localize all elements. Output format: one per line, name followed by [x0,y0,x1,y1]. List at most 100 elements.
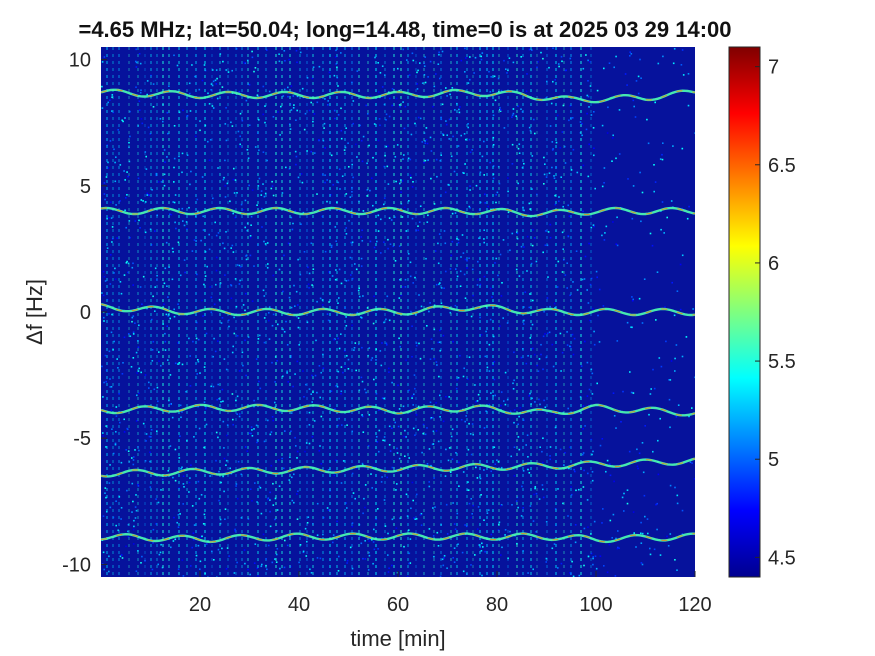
noise-speck [236,192,238,194]
noise-speck [517,506,519,509]
noise-speck [293,501,295,504]
noise-speck [500,404,502,407]
noise-speck [579,396,582,398]
noise-speck [593,147,595,150]
noise-speck [318,139,320,141]
noise-speck [636,465,639,468]
noise-speck [113,452,115,455]
noise-speck [492,136,495,139]
noise-speck [371,487,373,489]
noise-speck [137,483,139,486]
noise-speck [653,548,656,551]
noise-speck [523,162,525,165]
noise-speck [557,567,559,569]
noise-speck [518,275,521,277]
noise-speck [150,436,152,438]
noise-speck [173,181,175,183]
noise-speck [490,76,492,78]
noise-speck [414,518,416,520]
noise-speck [462,375,465,378]
noise-speck [453,561,456,563]
noise-speck [450,435,453,438]
noise-speck [244,309,246,312]
noise-speck [132,456,135,458]
noise-speck [587,59,589,62]
noise-speck [386,344,388,346]
noise-speck [464,524,466,526]
noise-speck [383,499,386,501]
noise-speck [120,554,123,556]
noise-speck [347,142,349,144]
noise-speck [589,61,591,63]
noise-speck [566,287,568,289]
noise-speck [476,477,479,479]
noise-speck [148,387,150,389]
noise-speck [504,403,507,406]
noise-speck [537,61,539,63]
noise-speck [469,189,471,191]
noise-speck [641,563,644,566]
noise-speck [395,527,398,529]
noise-speck [590,368,593,371]
noise-speck [542,496,545,499]
noise-speck [167,359,169,361]
noise-speck [470,453,473,456]
noise-speck [156,386,159,389]
noise-speck [215,234,218,237]
noise-speck [148,435,151,438]
noise-speck [360,236,363,238]
noise-speck [253,70,255,73]
noise-speck [137,550,139,552]
noise-speck [151,189,153,191]
noise-speck [415,229,417,232]
noise-speck [349,256,352,259]
noise-speck [212,107,215,109]
noise-speck [564,162,567,164]
noise-speck [648,413,650,416]
noise-speck [588,388,591,391]
colorbar-tick-label: 7 [768,57,779,79]
noise-speck [603,167,606,169]
noise-speck [179,404,182,407]
noise-speck [657,473,660,476]
noise-speck [590,552,593,555]
noise-speck [526,270,528,272]
noise-speck [218,397,220,400]
noise-speck [270,187,273,190]
noise-speck [603,67,605,70]
noise-speck [571,333,574,336]
noise-speck [197,360,200,363]
noise-speck [178,457,181,459]
noise-speck [324,147,326,149]
noise-speck [224,518,226,520]
noise-speck [367,113,369,115]
noise-speck [479,171,482,174]
noise-speck [513,446,516,448]
noise-speck [529,208,531,210]
noise-speck [380,218,382,221]
noise-speck [231,393,234,395]
noise-speck [263,317,266,319]
noise-speck [629,51,631,53]
noise-speck [188,206,190,209]
noise-speck [679,263,682,266]
noise-speck [413,393,415,396]
noise-speck [637,92,640,95]
noise-speck [105,380,107,383]
noise-speck [404,206,406,209]
noise-speck [355,268,358,271]
noise-speck [478,209,480,211]
noise-speck [566,331,568,333]
noise-speck [158,553,161,556]
noise-speck [540,51,542,54]
noise-speck [224,159,226,162]
noise-speck [290,85,293,87]
noise-speck [222,60,224,63]
noise-speck [592,556,594,558]
noise-speck [595,567,598,570]
noise-speck [396,483,398,485]
noise-speck [151,349,154,351]
noise-speck [409,261,412,264]
noise-speck [436,364,438,366]
noise-speck [157,563,159,566]
